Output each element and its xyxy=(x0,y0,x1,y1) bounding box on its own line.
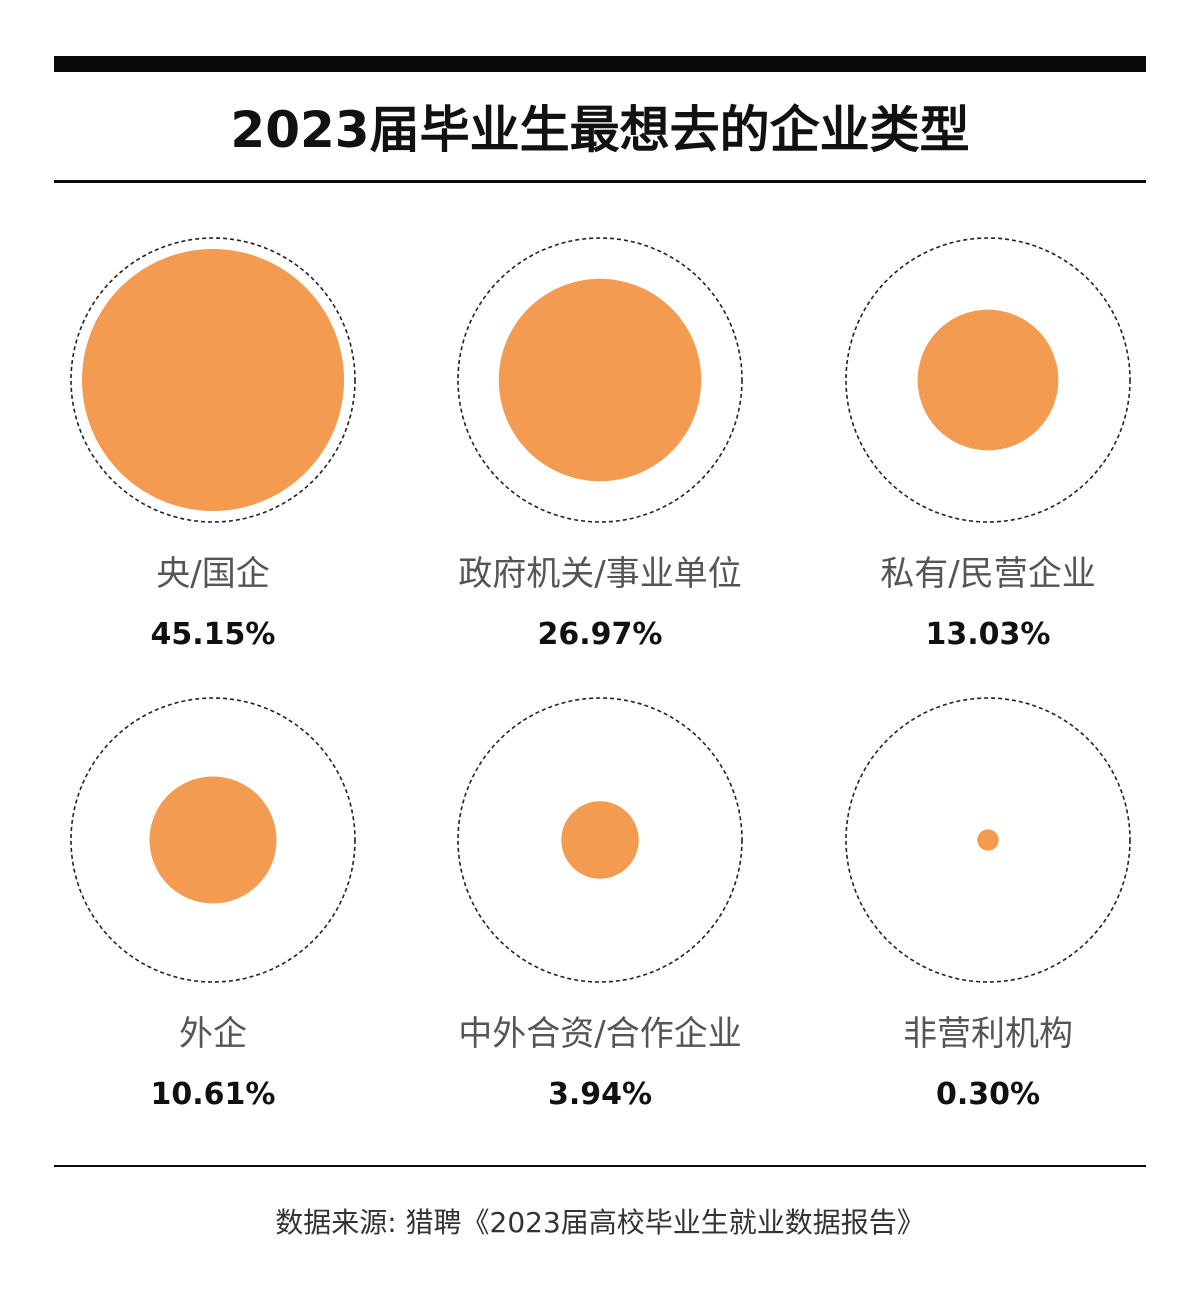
bubble-3 xyxy=(917,309,1059,451)
value-label-3: 13.03% xyxy=(926,617,1051,652)
bubble-5 xyxy=(561,801,639,879)
bubble-4 xyxy=(149,776,277,904)
category-label-6: 非营利机构 xyxy=(903,1014,1073,1054)
bubble-outline-3 xyxy=(845,237,1131,523)
bubble-6 xyxy=(977,829,999,851)
bubble-group-2: 政府机关/事业单位 26.97% xyxy=(457,237,743,652)
top-bar xyxy=(54,56,1146,72)
bubble-1 xyxy=(82,249,344,511)
bubble-outline-6 xyxy=(845,697,1131,983)
bubble-group-5: 中外合资/合作企业 3.94% xyxy=(457,697,743,1112)
bubble-2 xyxy=(498,278,702,482)
footer-rule xyxy=(54,1165,1146,1167)
bubble-outline-4 xyxy=(70,697,356,983)
value-label-1: 45.15% xyxy=(151,617,276,652)
category-label-3: 私有/民营企业 xyxy=(880,554,1095,594)
category-label-4: 外企 xyxy=(179,1014,247,1054)
chart-title: 2023届毕业生最想去的企业类型 xyxy=(230,101,970,159)
value-label-2: 26.97% xyxy=(538,617,663,652)
bubble-outline-2 xyxy=(457,237,743,523)
bubble-outline-5 xyxy=(457,697,743,983)
category-label-1: 央/国企 xyxy=(156,554,269,594)
value-label-4: 10.61% xyxy=(151,1077,276,1112)
source-note: 数据来源: 猎聘《2023届高校毕业生就业数据报告》 xyxy=(275,1206,925,1239)
value-label-5: 3.94% xyxy=(548,1077,652,1112)
bubble-group-6: 非营利机构 0.30% xyxy=(845,697,1131,1112)
bubble-group-4: 外企 10.61% xyxy=(70,697,356,1112)
value-label-6: 0.30% xyxy=(936,1077,1040,1112)
bubble-outline-1 xyxy=(70,237,356,523)
title-rule xyxy=(54,180,1146,183)
bubble-group-1: 央/国企 45.15% xyxy=(70,237,356,652)
bubble-group-3: 私有/民营企业 13.03% xyxy=(845,237,1131,652)
category-label-5: 中外合资/合作企业 xyxy=(458,1014,741,1054)
category-label-2: 政府机关/事业单位 xyxy=(458,554,741,594)
